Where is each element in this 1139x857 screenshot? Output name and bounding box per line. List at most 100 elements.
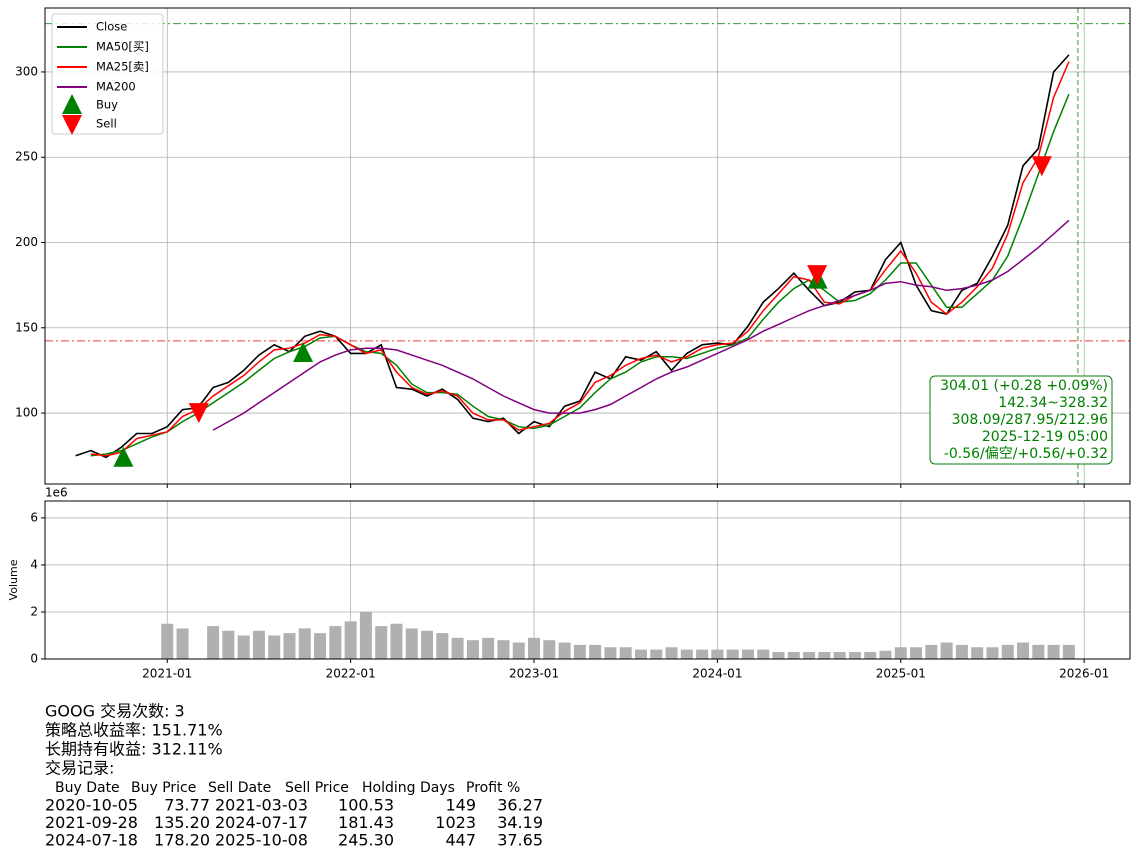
x-tick-label: 2021-01 (142, 667, 192, 681)
report-line: 长期持有收益: 312.11% (45, 740, 223, 759)
legend-swatch (62, 115, 82, 135)
volume-bar (848, 651, 861, 659)
volume-bar (879, 650, 892, 659)
volume-bar (283, 633, 296, 659)
table-cell: 2021-09-28 (45, 813, 138, 832)
volume-bar (207, 626, 220, 659)
volume-bar (237, 635, 250, 659)
volume-bar (589, 644, 602, 659)
y-tick-label: 300 (15, 64, 38, 78)
volume-bar (375, 626, 388, 659)
volume-bar (665, 647, 678, 659)
report-line: 交易记录: (45, 759, 114, 778)
volume-bar (421, 630, 434, 659)
table-header: Sell Date (208, 780, 271, 796)
plot-frame (44, 500, 1131, 660)
volume-bar (329, 626, 342, 659)
table-cell: 245.30 (338, 831, 394, 850)
x-tick-label: 2025-01 (876, 667, 926, 681)
volume-bar (910, 647, 923, 659)
table-header: Sell Price (285, 780, 349, 796)
volume-bar (619, 647, 632, 659)
volume-bar (1017, 642, 1030, 659)
volume-bar (787, 651, 800, 659)
table-cell: 2020-10-05 (45, 796, 138, 815)
volume-bar (1001, 644, 1014, 659)
y-tick-label: 6 (30, 510, 38, 524)
annotation-text: 142.34~328.32 (998, 395, 1108, 411)
volume-bar (390, 623, 403, 659)
annotation-text: 2025-12-19 05:00 (982, 429, 1108, 445)
volume-bar (726, 649, 739, 659)
report-line: GOOG 交易次数: 3 (45, 702, 185, 721)
legend-label: MA200 (96, 80, 136, 94)
axis-label: Volume (7, 559, 20, 600)
volume-bar (634, 649, 647, 659)
volume-bar (971, 647, 984, 659)
annotation-box (929, 375, 1113, 465)
table-header: Holding Days (362, 780, 455, 796)
volume-bar (482, 637, 495, 659)
y-tick-label: 100 (15, 406, 38, 420)
volume-bar (268, 635, 281, 659)
table-cell: 37.65 (497, 831, 543, 850)
volume-bar (680, 649, 693, 659)
volume-bar (359, 611, 372, 659)
trade-marker (1031, 156, 1052, 177)
volume-bar (436, 633, 449, 659)
x-tick-label: 2022-01 (326, 667, 376, 681)
table-cell: 178.20 (154, 831, 210, 850)
volume-bar (528, 637, 541, 659)
table-cell: 149 (445, 796, 476, 815)
legend-swatch (62, 94, 82, 114)
table-header: Buy Date (55, 780, 120, 796)
x-tick-label: 2024-01 (692, 667, 742, 681)
table-header: Profit % (466, 780, 520, 796)
report-line: 策略总收益率: 151.71% (45, 721, 223, 740)
table-cell: 2021-03-03 (215, 796, 308, 815)
trade-marker (293, 342, 314, 363)
table-cell: 447 (445, 831, 476, 850)
volume-bar (176, 628, 189, 659)
volume-bar (650, 649, 663, 659)
table-cell: 1023 (435, 813, 476, 832)
legend-label: Close (96, 20, 127, 34)
series-line (90, 93, 1070, 457)
volume-bar (543, 640, 556, 659)
plot-frame (44, 7, 1131, 485)
volume-bar (1032, 644, 1045, 659)
volume-bar (1047, 644, 1060, 659)
series-line (212, 219, 1070, 431)
y-tick-label: 0 (30, 652, 38, 666)
y-tick-label: 4 (30, 557, 38, 571)
volume-bar (986, 647, 999, 659)
y-tick-label: 150 (15, 320, 38, 334)
table-cell: 2025-10-08 (215, 831, 308, 850)
volume-bar (344, 621, 357, 659)
volume-bar (696, 649, 709, 659)
volume-bar (298, 628, 311, 659)
volume-bar (314, 633, 327, 659)
legend-label: MA25[卖] (96, 60, 149, 74)
volume-bar (222, 630, 235, 659)
volume-bar (955, 644, 968, 659)
volume-bar (940, 642, 953, 659)
volume-bar (711, 649, 724, 659)
table-cell: 135.20 (154, 813, 210, 832)
x-tick-label: 2023-01 (509, 667, 559, 681)
scale-label: 1e6 (45, 486, 68, 500)
table-cell: 34.19 (497, 813, 543, 832)
table-header: Buy Price (131, 780, 196, 796)
annotation-text: 308.09/287.95/212.96 (952, 412, 1108, 428)
annotation-text: 304.01 (+0.28 +0.09%) (940, 378, 1108, 394)
volume-bar (1062, 644, 1075, 659)
volume-bar (741, 649, 754, 659)
volume-bar (497, 640, 510, 659)
y-tick-label: 2 (30, 604, 38, 618)
volume-bar (161, 623, 174, 659)
volume-bar (558, 642, 571, 659)
table-cell: 36.27 (497, 796, 543, 815)
volume-bar (864, 651, 877, 659)
volume-bar (833, 651, 846, 659)
series-line (75, 54, 1070, 459)
